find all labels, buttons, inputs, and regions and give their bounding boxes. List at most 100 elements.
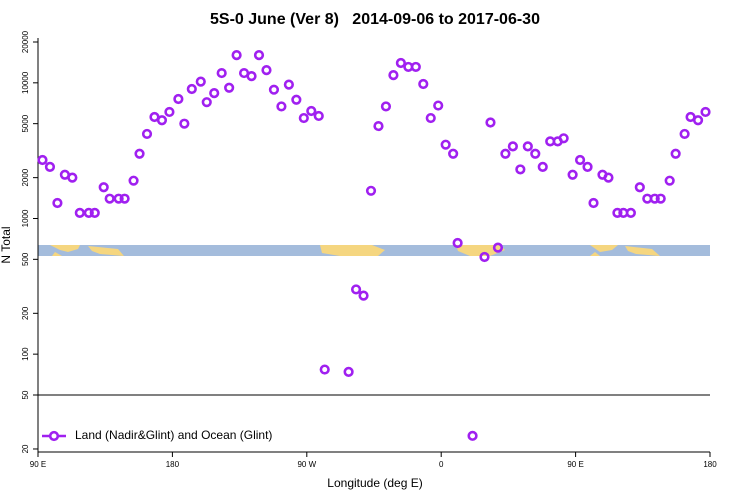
- x-tick-label: 90 E: [30, 460, 46, 469]
- point: [634, 182, 645, 193]
- point: [664, 175, 675, 186]
- point: [104, 193, 115, 204]
- y-tick-label: 20000: [21, 30, 30, 53]
- point: [224, 82, 235, 93]
- point: [479, 251, 490, 263]
- point: [173, 93, 184, 105]
- y-tick-label: 100: [21, 347, 30, 361]
- point: [134, 148, 145, 159]
- point: [679, 128, 690, 140]
- point: [373, 120, 384, 132]
- y-tick-label: 5000: [21, 114, 30, 132]
- point: [700, 106, 711, 118]
- point: [388, 70, 399, 81]
- point: [37, 154, 48, 166]
- y-tick-label: 500: [21, 252, 30, 266]
- point: [492, 242, 504, 253]
- point: [649, 193, 660, 204]
- point: [67, 172, 78, 183]
- point: [306, 105, 317, 117]
- point: [253, 50, 265, 61]
- x-tick-label: 180: [166, 460, 180, 469]
- point: [452, 237, 463, 249]
- point: [365, 185, 377, 196]
- point: [467, 430, 478, 441]
- point: [201, 97, 212, 108]
- point: [231, 50, 242, 61]
- point: [530, 148, 541, 159]
- point: [276, 101, 287, 112]
- point: [380, 101, 392, 112]
- y-tick-label: 10000: [21, 71, 30, 94]
- point: [298, 112, 309, 124]
- y-tick-label: 200: [21, 306, 30, 320]
- point: [141, 128, 153, 140]
- legend-label: Land (Nadir&Glint) and Ocean (Glint): [75, 428, 272, 442]
- y-tick-label: 1000: [21, 209, 30, 227]
- point: [582, 161, 593, 173]
- point: [410, 61, 421, 73]
- point: [485, 117, 496, 128]
- point: [128, 175, 139, 186]
- point: [313, 110, 324, 122]
- point: [448, 148, 459, 159]
- point: [52, 197, 63, 209]
- map-strip: [38, 245, 710, 256]
- point: [291, 94, 302, 105]
- point: [612, 207, 623, 218]
- point: [89, 207, 100, 218]
- point: [603, 172, 614, 183]
- point: [74, 207, 85, 218]
- point: [216, 67, 227, 79]
- point: [209, 87, 220, 99]
- chart-title: 5S-0 June (Ver 8) 2014-09-06 to 2017-06-…: [210, 11, 540, 28]
- point: [113, 193, 124, 204]
- point: [164, 106, 175, 118]
- x-tick-label: 0: [439, 460, 444, 469]
- point: [261, 65, 272, 76]
- point: [692, 115, 704, 126]
- point: [156, 115, 168, 126]
- point: [655, 193, 666, 204]
- x-tick-label: 90 E: [567, 460, 583, 469]
- point: [500, 148, 511, 159]
- point: [507, 141, 518, 152]
- x-tick-label: 90 W: [297, 460, 316, 469]
- point: [425, 112, 436, 124]
- x-axis-label: Longitude (deg E): [327, 476, 422, 490]
- point: [83, 207, 94, 218]
- point: [246, 71, 257, 82]
- y-tick-label: 50: [21, 390, 30, 399]
- point: [558, 133, 569, 144]
- x-tick-label: 180: [703, 460, 717, 469]
- point: [358, 290, 369, 301]
- point: [588, 197, 599, 209]
- y-tick-label: 2000: [21, 168, 30, 186]
- point: [98, 182, 109, 193]
- point: [268, 84, 280, 95]
- y-tick-label: 20: [21, 444, 30, 453]
- point: [283, 79, 294, 90]
- point: [195, 76, 206, 87]
- point: [440, 139, 451, 150]
- point: [44, 161, 56, 173]
- point: [179, 118, 190, 129]
- point: [418, 78, 429, 90]
- point: [350, 284, 362, 295]
- point: [574, 154, 586, 166]
- point: [537, 161, 548, 173]
- point: [119, 193, 130, 204]
- y-axis-label: N Total: [0, 226, 13, 263]
- point: [343, 366, 354, 377]
- point: [319, 364, 330, 375]
- point: [567, 169, 578, 180]
- point: [522, 141, 533, 152]
- point: [186, 83, 197, 95]
- point: [515, 164, 526, 175]
- point: [395, 57, 406, 69]
- point: [433, 100, 444, 111]
- point: [670, 148, 681, 159]
- point: [625, 207, 636, 218]
- legend-marker: [48, 430, 60, 442]
